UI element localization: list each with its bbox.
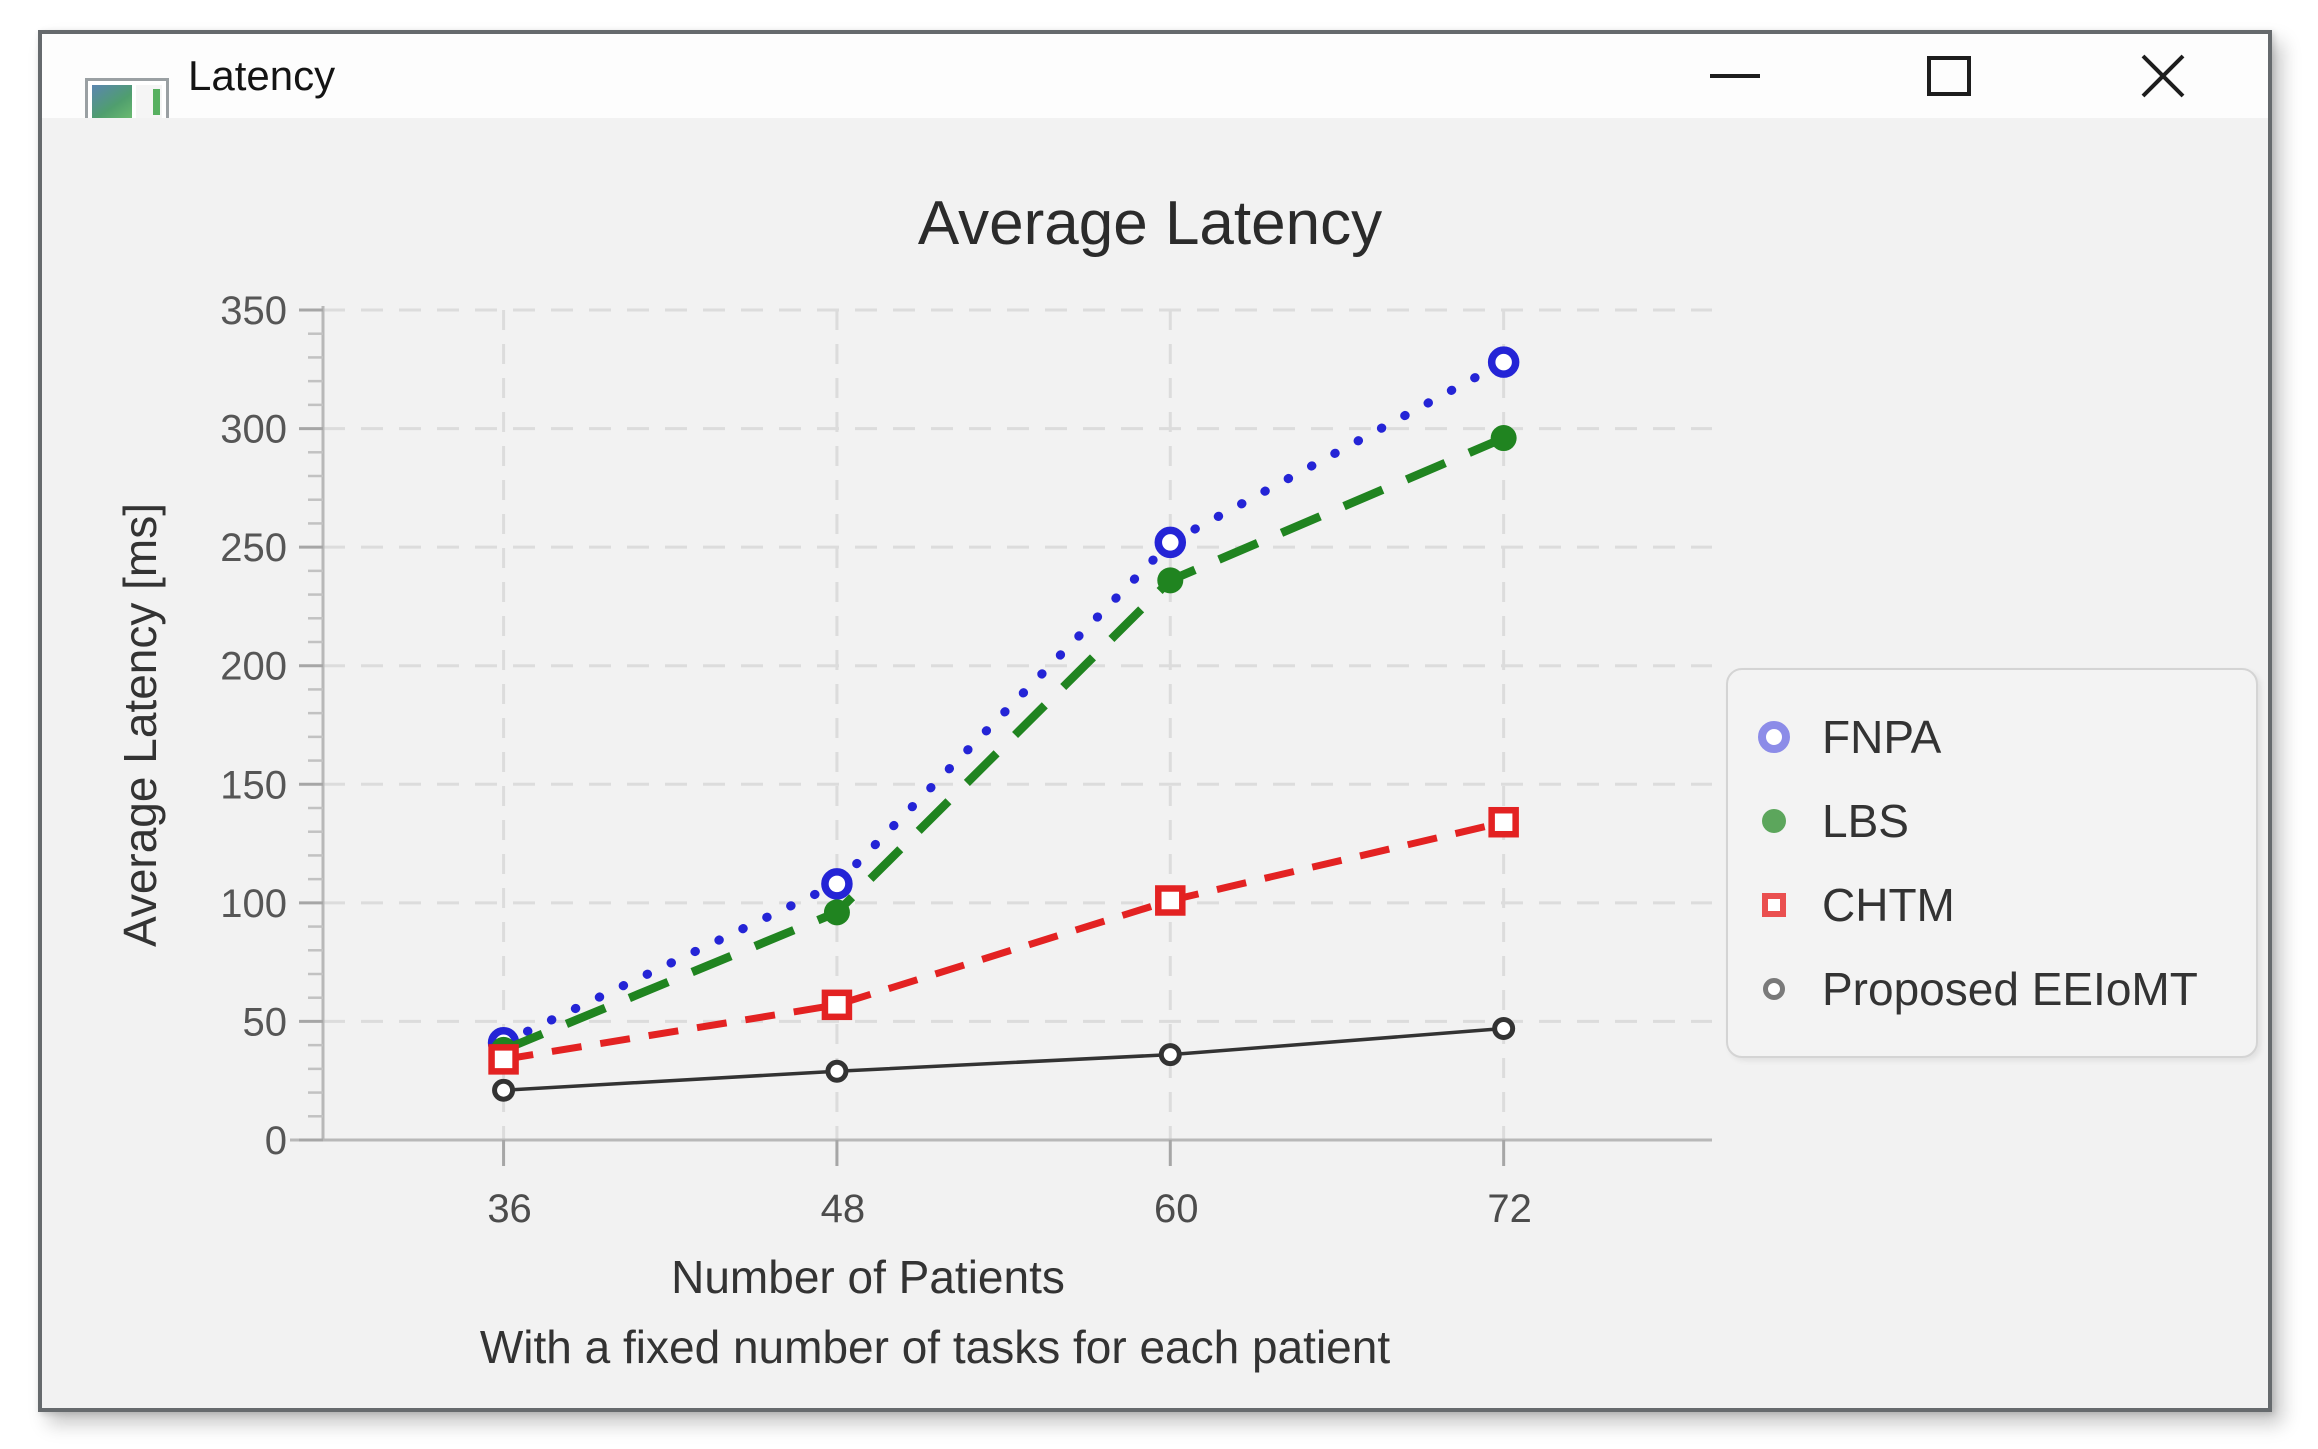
legend-label-fnpa: FNPA [1822, 711, 1942, 763]
minimize-button[interactable] [1690, 34, 1780, 118]
x-tick-label: 60 [1154, 1187, 1199, 1231]
marker-proposed-eeiomt [1492, 1017, 1516, 1041]
legend-marker-box [1750, 978, 1798, 1000]
app-icon-panel [136, 85, 162, 123]
y-tick-label: 250 [220, 526, 287, 570]
series-line-fnpa [499, 357, 1509, 1048]
marker-chtm [488, 1044, 519, 1075]
y-tick-label: 50 [243, 1000, 288, 1044]
chart-title: Average Latency [917, 189, 1383, 258]
y-tick-label: 350 [220, 289, 287, 333]
proposed-eeiomt-legend-marker-icon [1763, 978, 1785, 1000]
legend: FNPA LBS CHTM Proposed EEIoMT [1726, 668, 2258, 1058]
chtm-legend-marker-icon [1762, 893, 1786, 917]
legend-label-lbs: LBS [1822, 795, 1909, 847]
marker-fnpa [1487, 346, 1520, 378]
series-line-lbs [501, 434, 1506, 1054]
marker-lbs [823, 899, 850, 926]
fnpa-legend-marker-icon [1758, 721, 1790, 753]
latency-window: Latency Average Latency Average Latency [38, 30, 2272, 1412]
legend-label-chtm: CHTM [1822, 879, 1955, 931]
titlebar[interactable]: Latency [42, 34, 2268, 130]
marker-lbs [1490, 425, 1517, 452]
line-chart-plot: 0 50 100 150 200 250 300 350 36 48 60 72 [220, 289, 1712, 1231]
legend-item-lbs: LBS [1728, 794, 2256, 848]
marker-fnpa [1154, 526, 1187, 559]
marker-chtm [821, 989, 853, 1021]
x-axis-label: Number of Patients [671, 1251, 1065, 1303]
legend-item-chtm: CHTM [1728, 878, 2256, 932]
marker-chtm [1488, 806, 1519, 838]
close-button[interactable] [2118, 34, 2208, 118]
y-tick-label: 300 [220, 408, 287, 452]
x-tick-label: 36 [487, 1187, 532, 1231]
x-tick-label: 48 [821, 1187, 866, 1231]
lbs-legend-marker-icon [1762, 809, 1786, 833]
marker-proposed-eeiomt [492, 1078, 516, 1102]
series-line-proposed-eeiomt [503, 1026, 1504, 1092]
close-icon [2141, 54, 2185, 98]
window-controls [1690, 34, 2208, 118]
legend-item-proposed-eeiomt: Proposed EEIoMT [1728, 962, 2256, 1016]
marker-fnpa [821, 868, 853, 900]
legend-item-fnpa: FNPA [1728, 710, 2256, 764]
legend-marker-box [1750, 893, 1798, 917]
x-axis-sublabel: With a fixed number of tasks for each pa… [479, 1321, 1391, 1373]
legend-marker-box [1750, 721, 1798, 753]
marker-proposed-eeiomt [1158, 1043, 1182, 1067]
minimize-icon [1710, 74, 1760, 78]
window-title: Latency [188, 52, 336, 99]
series-line-chtm [503, 818, 1505, 1063]
legend-marker-box [1750, 809, 1798, 833]
chart-canvas: Average Latency Average Latency [ms] 0 50… [42, 118, 2268, 1408]
x-tick-label: 72 [1487, 1187, 1532, 1231]
marker-lbs [1157, 567, 1184, 594]
app-icon-chart-thumbnail [92, 85, 132, 123]
marker-chtm [1155, 885, 1186, 916]
maximize-button[interactable] [1904, 34, 1994, 118]
y-tick-label: 100 [220, 882, 287, 926]
maximize-icon [1927, 56, 1971, 96]
marker-proposed-eeiomt [825, 1059, 849, 1083]
y-tick-label: 150 [220, 763, 287, 807]
y-tick-label: 200 [220, 645, 287, 689]
legend-label-proposed-eeiomt: Proposed EEIoMT [1822, 963, 2198, 1015]
y-tick-label: 0 [265, 1119, 287, 1163]
